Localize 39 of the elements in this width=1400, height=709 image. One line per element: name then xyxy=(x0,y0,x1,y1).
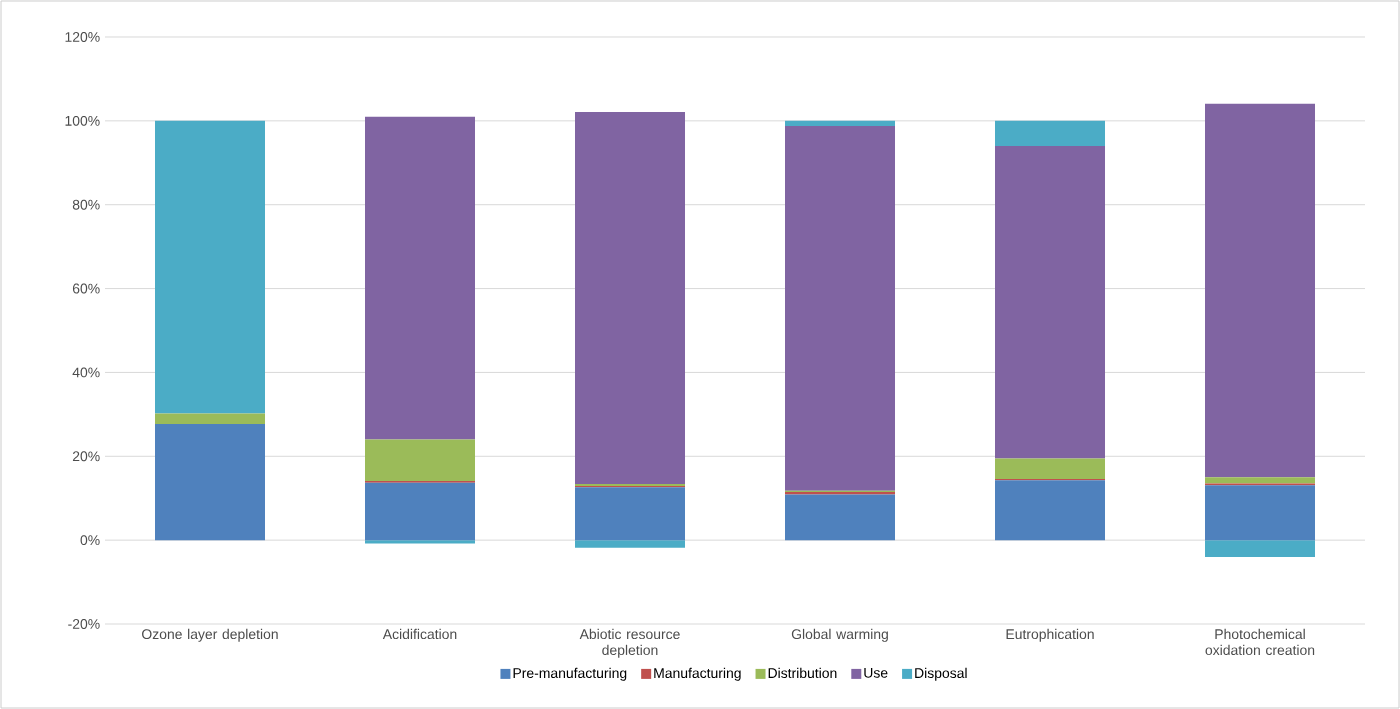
y-tick-label: 120% xyxy=(65,32,100,42)
legend-label: Distribution xyxy=(768,667,837,679)
bar xyxy=(1205,477,1315,484)
y-tick-label: 80% xyxy=(72,199,100,210)
y-tick-label: 0% xyxy=(80,535,100,546)
y-tick-label: 20% xyxy=(72,451,100,462)
bar xyxy=(575,540,685,548)
bar xyxy=(785,125,895,491)
bar xyxy=(365,482,475,541)
bar xyxy=(575,487,685,541)
bar xyxy=(785,494,895,541)
y-tick-label: -20% xyxy=(68,619,100,629)
bar xyxy=(575,112,685,484)
bar xyxy=(365,439,475,482)
x-tick-label: Photochemical oxidation creation xyxy=(1205,628,1315,656)
x-tick-label: Acidification xyxy=(382,628,457,640)
x-tick-label: Abiotic resource depletion xyxy=(579,628,680,658)
bar xyxy=(995,120,1105,147)
bar xyxy=(785,120,895,126)
bar xyxy=(155,120,265,414)
bar xyxy=(155,413,265,424)
bar xyxy=(155,424,265,541)
x-tick-label: Global warming xyxy=(791,628,888,642)
bar xyxy=(1205,103,1315,478)
y-tick-label: 60% xyxy=(72,283,100,294)
bar xyxy=(365,116,475,440)
bar xyxy=(1205,485,1315,541)
legend-label: Use xyxy=(864,668,888,678)
legend-label: Disposal xyxy=(915,667,967,681)
bar xyxy=(1205,540,1315,557)
legend-label: Pre-manufacturing xyxy=(513,667,627,681)
y-tick-label: 100% xyxy=(65,115,100,126)
x-tick-label: Ozone layer depletion xyxy=(142,628,278,642)
bar xyxy=(995,480,1105,541)
bar xyxy=(995,458,1105,479)
x-tick-label: Eutrophication xyxy=(1006,628,1094,642)
y-tick-label: 40% xyxy=(72,367,100,378)
bar xyxy=(995,146,1105,459)
legend-label: Manufacturing xyxy=(654,667,741,681)
